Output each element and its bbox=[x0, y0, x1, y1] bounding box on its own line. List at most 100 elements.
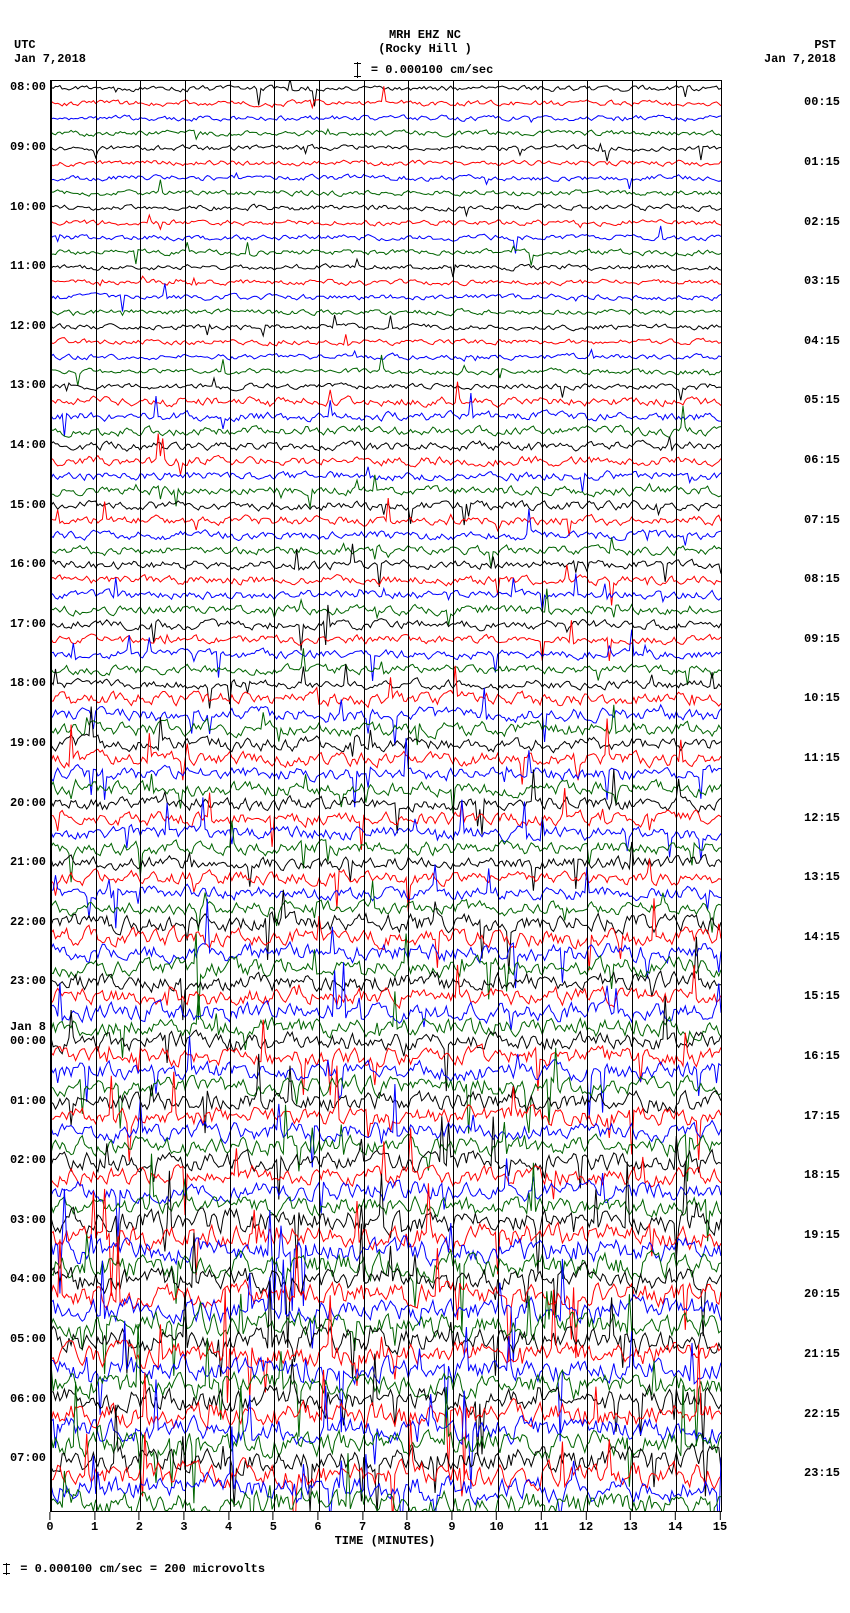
seismic-trace bbox=[51, 890, 721, 974]
seismogram-page: UTC Jan 7,2018 MRH EHZ NC (Rocky Hill ) … bbox=[0, 0, 850, 1576]
right-time-label: 00:15 bbox=[804, 95, 850, 109]
pst-label: PST bbox=[764, 38, 836, 52]
header: UTC Jan 7,2018 MRH EHZ NC (Rocky Hill ) … bbox=[0, 0, 850, 80]
seismic-trace bbox=[51, 315, 721, 336]
scale-text: = 0.000100 cm/sec bbox=[371, 63, 493, 77]
right-time-label: 17:15 bbox=[804, 1109, 850, 1123]
seismic-trace bbox=[51, 648, 721, 685]
station-name: (Rocky Hill ) bbox=[0, 42, 850, 56]
station-code: MRH EHZ NC bbox=[0, 28, 850, 42]
left-time-label: 04:00 bbox=[0, 1272, 46, 1286]
seismic-trace bbox=[51, 1354, 721, 1456]
right-time-label: 22:15 bbox=[804, 1407, 850, 1421]
left-time-label: 01:00 bbox=[0, 1094, 46, 1108]
left-time-label: 05:00 bbox=[0, 1332, 46, 1346]
seismic-trace bbox=[51, 688, 721, 746]
x-tick: 1 bbox=[91, 1512, 98, 1534]
station-title: MRH EHZ NC (Rocky Hill ) bbox=[0, 28, 850, 57]
x-tick: 15 bbox=[713, 1512, 727, 1534]
x-tick: 11 bbox=[534, 1512, 548, 1534]
seismic-trace bbox=[51, 509, 721, 546]
x-tick: 9 bbox=[448, 1512, 455, 1534]
seismic-trace bbox=[51, 1183, 721, 1296]
seismic-trace bbox=[51, 334, 721, 345]
right-time-label: 05:15 bbox=[804, 393, 850, 407]
helicorder-plot bbox=[50, 80, 722, 1512]
left-time-label: 03:00 bbox=[0, 1213, 46, 1227]
x-axis: TIME (MINUTES) 0123456789101112131415 bbox=[50, 1512, 720, 1552]
right-time-label: 03:15 bbox=[804, 274, 850, 288]
x-tick: 8 bbox=[404, 1512, 411, 1534]
seismic-trace bbox=[51, 769, 721, 835]
right-time-label: 02:15 bbox=[804, 215, 850, 229]
left-time-label: 20:00 bbox=[0, 796, 46, 810]
left-time-label: 00:00 bbox=[0, 1034, 46, 1048]
seismic-trace bbox=[51, 1158, 721, 1238]
seismic-trace bbox=[51, 180, 721, 197]
seismic-trace bbox=[51, 996, 721, 1091]
right-time-label: 10:15 bbox=[804, 691, 850, 705]
right-time-label: 09:15 bbox=[804, 632, 850, 646]
amplitude-scale: = 0.000100 cm/sec bbox=[0, 62, 850, 78]
left-time-label: 21:00 bbox=[0, 855, 46, 869]
plot-wrap: 08:0009:0010:0011:0012:0013:0014:0015:00… bbox=[50, 80, 800, 1512]
right-time-label: 23:15 bbox=[804, 1466, 850, 1480]
gridline bbox=[721, 81, 722, 1511]
seismic-trace bbox=[51, 991, 721, 1057]
left-time-label: 23:00 bbox=[0, 974, 46, 988]
seismic-trace bbox=[51, 215, 721, 229]
seismic-trace bbox=[51, 705, 721, 745]
scale-bar-icon bbox=[6, 1563, 7, 1575]
left-time-label: 18:00 bbox=[0, 676, 46, 690]
seismic-traces bbox=[51, 81, 721, 1511]
left-time-label: 09:00 bbox=[0, 140, 46, 154]
seismic-trace bbox=[51, 129, 721, 139]
left-time-label: 16:00 bbox=[0, 557, 46, 571]
left-time-label: 06:00 bbox=[0, 1392, 46, 1406]
x-axis-label: TIME (MINUTES) bbox=[50, 1534, 720, 1548]
seismic-trace bbox=[51, 86, 721, 107]
x-tick: 4 bbox=[225, 1512, 232, 1534]
left-time-label: 17:00 bbox=[0, 617, 46, 631]
seismic-trace bbox=[51, 406, 721, 438]
x-tick: 6 bbox=[314, 1512, 321, 1534]
seismic-trace bbox=[51, 144, 721, 161]
seismic-trace bbox=[51, 434, 721, 475]
left-time-label: 13:00 bbox=[0, 378, 46, 392]
right-time-label: 19:15 bbox=[804, 1228, 850, 1242]
seismic-trace bbox=[51, 204, 721, 216]
seismic-trace bbox=[51, 666, 721, 708]
x-tick: 7 bbox=[359, 1512, 366, 1534]
seismic-trace bbox=[51, 309, 721, 316]
left-time-label: 15:00 bbox=[0, 498, 46, 512]
right-time-label: 04:15 bbox=[804, 334, 850, 348]
seismic-trace bbox=[51, 1405, 721, 1511]
seismic-trace bbox=[51, 160, 721, 166]
right-time-label: 13:15 bbox=[804, 870, 850, 884]
seismic-trace bbox=[51, 173, 721, 189]
seismic-trace bbox=[51, 573, 721, 610]
x-tick: 10 bbox=[489, 1512, 503, 1534]
x-tick: 0 bbox=[46, 1512, 53, 1534]
seismic-trace bbox=[51, 1036, 721, 1119]
left-time-label: 11:00 bbox=[0, 259, 46, 273]
seismic-trace bbox=[51, 355, 721, 386]
left-time-label: 07:00 bbox=[0, 1451, 46, 1465]
right-time-label: 06:15 bbox=[804, 453, 850, 467]
seismic-trace bbox=[51, 276, 721, 286]
seismic-trace bbox=[51, 565, 721, 606]
footer-text: = 0.000100 cm/sec = 200 microvolts bbox=[20, 1562, 265, 1576]
x-tick: 14 bbox=[668, 1512, 682, 1534]
scale-bar-icon bbox=[357, 62, 358, 78]
x-tick: 13 bbox=[623, 1512, 637, 1534]
right-time-label: 12:15 bbox=[804, 811, 850, 825]
seismic-trace bbox=[51, 1048, 721, 1134]
footer-scale: = 0.000100 cm/sec = 200 microvolts bbox=[6, 1562, 850, 1576]
seismic-trace bbox=[51, 965, 721, 1008]
x-tick: 5 bbox=[270, 1512, 277, 1534]
seismic-trace bbox=[51, 283, 721, 311]
x-tick: 2 bbox=[136, 1512, 143, 1534]
seismic-trace bbox=[51, 350, 721, 362]
left-time-label: 10:00 bbox=[0, 200, 46, 214]
right-time-label: 08:15 bbox=[804, 572, 850, 586]
